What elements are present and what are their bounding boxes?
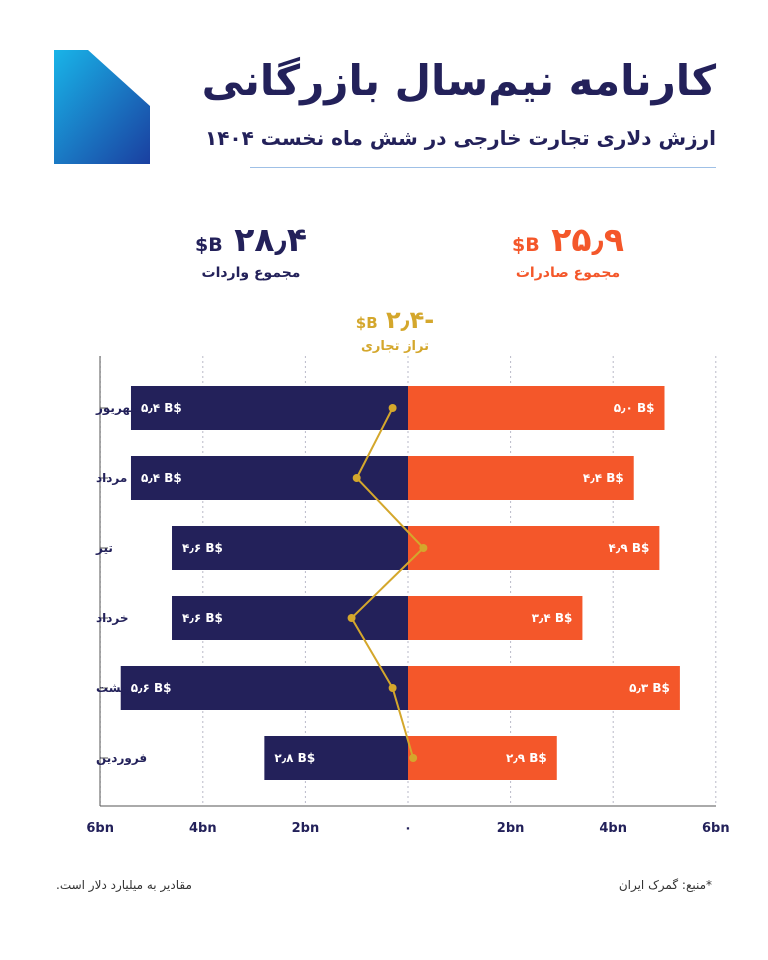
trade-balance-total: -۲٫۴ B$ تراز تجاری [330, 306, 460, 354]
exports-value-label: ۴٫۴ B$ [583, 471, 624, 485]
footnote-units: مقادیر به میلیارد دلار است. [56, 878, 192, 892]
exports-total-value: ۲۵٫۹ [551, 220, 624, 259]
imports-bar [172, 526, 408, 570]
x-tick-label: 6bn [86, 821, 114, 836]
category-label: شهریور [95, 401, 142, 416]
imports-value-label: ۴٫۶ B$ [182, 541, 223, 555]
trade-balance-label: تراز تجاری [361, 339, 429, 354]
exports-total: ۲۵٫۹ B$ مجموع صادرات [488, 220, 648, 282]
exports-bar [408, 386, 665, 430]
trade-balance-unit: B$ [355, 314, 378, 332]
exports-bar [408, 666, 680, 710]
imports-bar [172, 596, 408, 640]
trade-balance-point [388, 684, 397, 692]
imports-total-label: مجموع واردات [201, 265, 301, 281]
exports-total-unit: B$ [512, 234, 540, 256]
x-tick-label: 4bn [189, 821, 217, 836]
x-tick-label: 2bn [292, 821, 320, 836]
logo-text-line1: مرکز [731, 58, 754, 68]
logo-text-line2: داده‌پژوهی [706, 69, 754, 79]
trade-balance-point [419, 544, 428, 552]
x-tick-label: 6bn [702, 821, 730, 836]
exports-bar [408, 736, 557, 780]
imports-value-label: ۵٫۴ B$ [141, 471, 182, 485]
trade-balance-line [350, 407, 425, 759]
zharfa-logo [54, 50, 150, 164]
exports-bar [408, 456, 634, 500]
logo-wordmark: ژرفا [712, 79, 756, 103]
category-label: تیر [95, 541, 113, 555]
page-title: کارنامه نیم‌سال بازرگانی [201, 56, 717, 105]
imports-bar [120, 666, 408, 710]
footnote-source: *منبع: گمرک ایران [618, 878, 712, 892]
category-label: خرداد [96, 611, 129, 625]
imports-bar [130, 386, 409, 430]
exports-total-label: مجموع صادرات [515, 265, 621, 281]
imports-total-unit: B$ [195, 234, 223, 256]
exports-value-label: ۲٫۹ B$ [506, 751, 547, 765]
imports-value-label: ۵٫۶ B$ [131, 681, 172, 695]
imports-value-label: ۴٫۶ B$ [182, 611, 223, 625]
imports-value-label: ۲٫۸ B$ [274, 751, 315, 765]
exports-bar [408, 526, 660, 570]
x-tick-label: 4bn [599, 821, 627, 836]
exports-bar [408, 596, 583, 640]
trade-balance-point [347, 614, 356, 622]
trade-balance-value: -۲٫۴ [386, 306, 435, 334]
exports-value-label: ۵٫۳ B$ [629, 681, 670, 695]
category-label: اردیبهشت [96, 681, 155, 695]
category-label: فروردین [96, 751, 147, 766]
title-divider [250, 167, 716, 168]
imports-value-label: ۵٫۴ B$ [141, 401, 182, 415]
page-subtitle: ارزش دلاری تجارت خارجی در شش ماه نخست ۱۴… [204, 126, 716, 150]
imports-total: ۲۸٫۴ B$ مجموع واردات [176, 220, 326, 282]
exports-value-label: ۴٫۹ B$ [609, 541, 650, 555]
exports-value-label: ۳٫۴ B$ [532, 611, 573, 625]
imports-bar [264, 736, 408, 780]
exports-value-label: ۵٫۰ B$ [614, 401, 655, 415]
category-label: مرداد [96, 471, 127, 485]
imports-bar [130, 456, 409, 500]
x-tick-label: 2bn [497, 821, 525, 836]
trade-balance-point [409, 754, 418, 762]
imports-total-value: ۲۸٫۴ [234, 220, 307, 259]
x-tick-label: ۰ [404, 821, 412, 836]
trade-balance-point [352, 474, 361, 482]
trade-balance-point [388, 404, 397, 412]
